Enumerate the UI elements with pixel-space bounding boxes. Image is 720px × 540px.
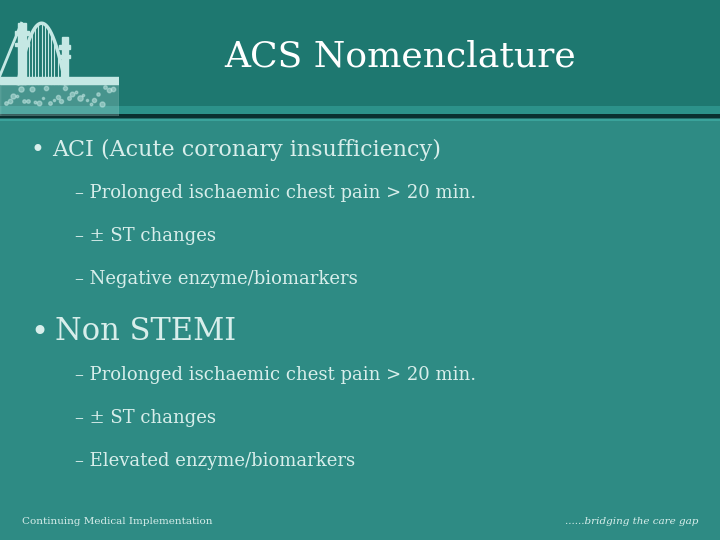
Text: •: • bbox=[30, 138, 44, 162]
Text: •: • bbox=[30, 318, 48, 347]
Bar bbox=[18, 23, 26, 84]
Bar bbox=[62, 37, 68, 84]
Bar bbox=[0, 77, 119, 84]
Text: Non STEMI: Non STEMI bbox=[55, 316, 236, 348]
Text: – Negative enzyme/biomarkers: – Negative enzyme/biomarkers bbox=[75, 270, 358, 288]
Bar bbox=[60, 45, 70, 49]
Bar bbox=[0, 106, 720, 114]
Text: ACS Nomenclature: ACS Nomenclature bbox=[224, 39, 576, 73]
Text: – Prolonged ischaemic chest pain > 20 min.: – Prolonged ischaemic chest pain > 20 mi… bbox=[75, 184, 476, 202]
Text: – Elevated enzyme/biomarkers: – Elevated enzyme/biomarkers bbox=[75, 452, 355, 470]
Text: Continuing Medical Implementation: Continuing Medical Implementation bbox=[22, 517, 212, 526]
Text: – Prolonged ischaemic chest pain > 20 min.: – Prolonged ischaemic chest pain > 20 mi… bbox=[75, 366, 476, 384]
Text: ACI (Acute coronary insufficiency): ACI (Acute coronary insufficiency) bbox=[52, 139, 441, 161]
Text: – ± ST changes: – ± ST changes bbox=[75, 227, 216, 245]
Bar bbox=[0, 0, 720, 116]
Text: – ± ST changes: – ± ST changes bbox=[75, 409, 216, 427]
Text: ......bridging the care gap: ......bridging the care gap bbox=[564, 517, 698, 526]
Bar bbox=[60, 55, 70, 58]
Bar bbox=[15, 43, 29, 46]
Bar bbox=[0, 114, 720, 119]
Bar bbox=[0, 118, 720, 121]
Bar bbox=[15, 31, 29, 35]
Bar bbox=[0, 84, 119, 116]
